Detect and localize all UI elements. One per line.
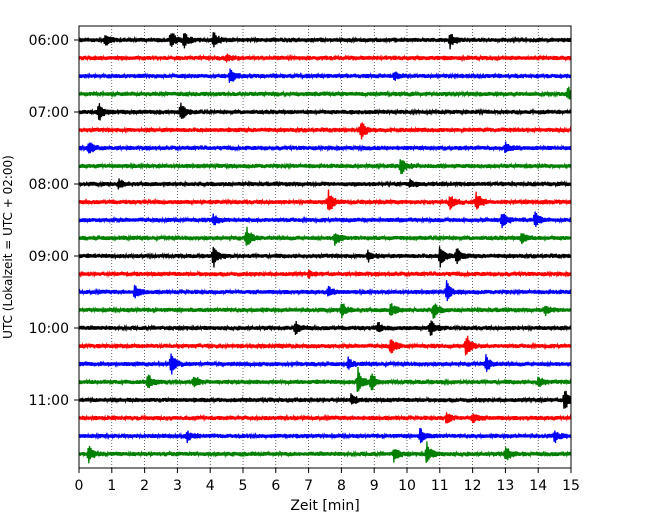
y-tick-label: 09:00 [29,249,69,265]
x-tick-label: 5 [239,478,248,494]
trace-row [78,367,572,392]
trace-row [78,68,572,83]
x-tick-label: 11 [431,478,449,494]
trace-row [78,178,572,190]
trace-row [78,32,572,50]
trace-row [78,390,572,409]
trace-row [78,246,572,268]
trace-row [78,159,572,175]
x-tick-label: 6 [271,478,280,494]
x-tick-label: 8 [337,478,346,494]
trace-row [78,102,572,121]
trace-row [78,269,572,279]
x-tick-label: 10 [398,478,416,494]
trace-row [78,320,572,336]
x-tick-label: 7 [304,478,313,494]
x-tick-label: 12 [464,478,482,494]
trace-row [78,303,572,319]
axis-ticks: 0 1 2 3 4 5 6 7 8 9 10 11 12 13 14 1506:0007:0008:0009:… [29,33,580,494]
x-tick-label: 4 [206,478,215,494]
y-tick-label: 08:00 [29,177,69,193]
x-tick-label: 0 [75,478,84,494]
y-axis-label: UTC (Lokalzeit = UTC + 02:00) [1,155,15,339]
trace-row [78,412,572,424]
trace-row [78,86,572,100]
y-tick-label: 10:00 [29,321,69,337]
x-tick-label: 9 [370,478,379,494]
x-axis-label: Zeit [min] [290,498,359,514]
trace-row [78,226,572,246]
trace-row [78,353,572,375]
y-tick-label: 11:00 [29,393,69,409]
y-tick-label: 06:00 [29,33,69,49]
x-tick-label: 2 [140,478,149,494]
trace-row [78,441,572,464]
plot-frame [78,25,572,469]
x-tick-label: 1 [107,478,116,494]
x-tick-label: 3 [173,478,182,494]
y-tick-label: 07:00 [29,105,69,121]
seismogram-traces [78,32,572,464]
x-tick-label: 15 [562,478,580,494]
trace-row [78,122,572,140]
trace-row [78,335,572,356]
trace-row [78,53,572,63]
trace-row [78,189,572,211]
trace-row [78,427,572,444]
trace-row [78,280,572,302]
x-tick-label: 14 [529,478,547,494]
trace-row [78,211,572,228]
trace-row [78,141,572,154]
x-tick-label: 13 [496,478,514,494]
